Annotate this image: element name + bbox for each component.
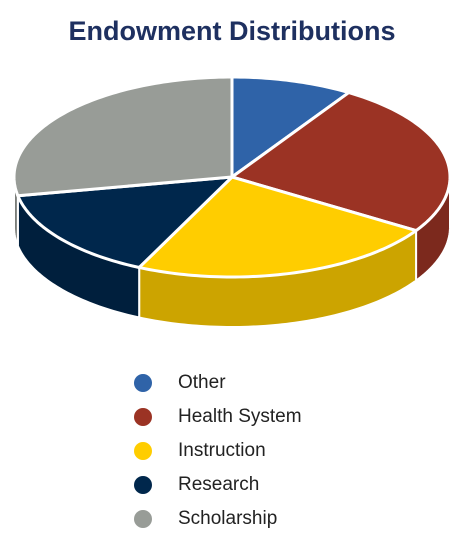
legend-label: Instruction [178,440,266,461]
legend-swatch [134,408,152,426]
legend-label: Other [178,372,226,393]
legend-swatch [134,510,152,528]
legend-label: Health System [178,406,302,427]
legend-swatch [134,374,152,392]
slice [230,75,351,179]
slice [230,91,452,233]
legend-label: Research [178,474,259,495]
legend-swatch [134,442,152,460]
legend-label: Scholarship [178,508,277,529]
slice [12,75,234,198]
slice [16,175,234,269]
legend-swatch [134,476,152,494]
chart-title: Endowment Distributions [69,16,396,46]
